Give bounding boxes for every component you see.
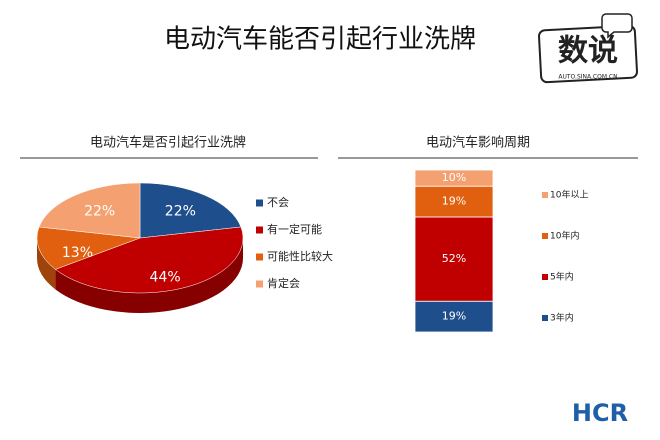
value-label: 22% — [165, 204, 196, 220]
legend-label: 10年内 — [550, 230, 579, 242]
bar-segment — [414, 216, 494, 302]
legend-label: 有一定可能 — [267, 222, 322, 236]
legend-swatch — [542, 315, 548, 321]
legend-swatch — [542, 233, 548, 239]
pie-slice — [54, 226, 244, 294]
pie-side — [55, 238, 244, 313]
logo-box — [538, 24, 638, 84]
legend-swatch — [256, 253, 263, 261]
chart-title: 电动汽车影响周期 — [426, 135, 530, 151]
pie-slice — [38, 182, 141, 239]
brand: HCR — [572, 399, 628, 427]
legend-swatch — [256, 226, 263, 234]
legend-label: 5年内 — [550, 271, 574, 283]
logo-bubble — [601, 13, 633, 39]
logo: 数说 AUTO.SINA.COM.CN — [538, 13, 638, 84]
value-label: 52% — [442, 252, 466, 265]
legend-label: 可能性比较大 — [267, 249, 333, 263]
chart-title: 电动汽车是否引起行业洗牌 — [90, 135, 246, 151]
value-label: 19% — [442, 195, 466, 208]
pie-slice — [139, 182, 242, 239]
value-label: 10% — [442, 171, 466, 184]
pie-side — [37, 238, 56, 290]
pie-slice — [36, 226, 141, 270]
bar-segment — [414, 300, 494, 333]
logo-sub: AUTO.SINA.COM.CN — [558, 74, 617, 81]
value-label: 44% — [150, 269, 181, 285]
legend-label: 3年内 — [550, 312, 574, 324]
bar-segment — [414, 185, 494, 218]
slide-title: 电动汽车能否引起行业洗牌 — [164, 25, 476, 55]
value-label: 19% — [442, 310, 466, 323]
logo-text: 数说 — [558, 34, 618, 69]
legend-label: 肯定会 — [267, 276, 300, 290]
legend-label: 10年以上 — [550, 189, 588, 201]
value-label: 13% — [62, 245, 93, 261]
legend-label: 不会 — [267, 196, 289, 209]
bar-segment — [414, 169, 494, 187]
legend-swatch — [542, 192, 548, 198]
value-label: 22% — [84, 204, 115, 220]
legend-swatch — [256, 199, 263, 207]
legend-swatch — [542, 274, 548, 280]
legend-swatch — [256, 280, 263, 288]
